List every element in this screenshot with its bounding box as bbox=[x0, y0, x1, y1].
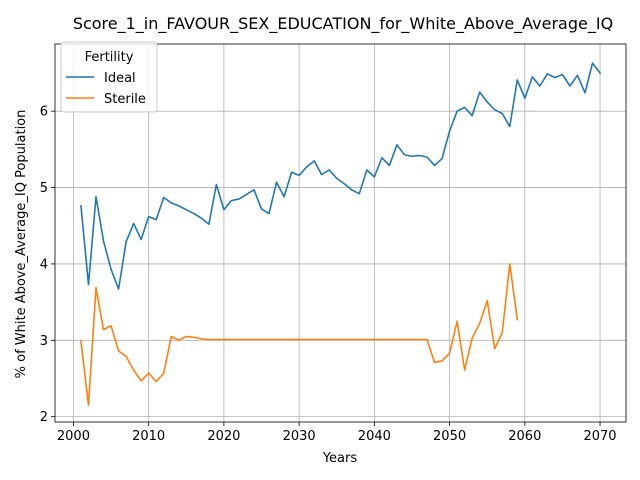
x-tick-label: 2040 bbox=[358, 429, 391, 444]
y-tick-label: 2 bbox=[40, 410, 48, 425]
y-tick-label: 5 bbox=[40, 181, 48, 196]
y-tick-label: 3 bbox=[40, 334, 48, 349]
y-tick-label: 6 bbox=[40, 105, 48, 120]
x-tick-label: 2060 bbox=[508, 429, 541, 444]
series-layer bbox=[80, 62, 602, 407]
chart-title: Score_1_in_FAVOUR_SEX_EDUCATION_for_Whit… bbox=[73, 14, 613, 34]
ticks: 2000 2010 2020 2030 2040 2050 2060 2070 2 3 4 5 6 bbox=[40, 105, 617, 444]
legend-label-sterile: Sterile bbox=[104, 92, 146, 107]
plot-frame bbox=[54, 43, 627, 423]
x-tick-label: 2050 bbox=[433, 429, 466, 444]
legend-box bbox=[60, 41, 158, 113]
legend-label-ideal: Ideal bbox=[104, 71, 136, 86]
x-tick-label: 2070 bbox=[583, 429, 616, 444]
y-tick-label: 4 bbox=[40, 257, 48, 272]
x-tick-label: 2020 bbox=[207, 429, 240, 444]
x-axis-label: Years bbox=[322, 451, 358, 466]
x-tick-label: 2010 bbox=[132, 429, 165, 444]
y-axis-label: % of White Above_Average_IQ Population bbox=[14, 110, 29, 379]
legend: Fertility Ideal Sterile bbox=[60, 41, 158, 113]
series-line-sterile bbox=[80, 263, 519, 407]
x-tick-label: 2030 bbox=[283, 429, 316, 444]
x-tick-label: 2000 bbox=[57, 429, 90, 444]
legend-title: Fertility bbox=[85, 50, 134, 65]
series-line-ideal bbox=[80, 62, 602, 290]
